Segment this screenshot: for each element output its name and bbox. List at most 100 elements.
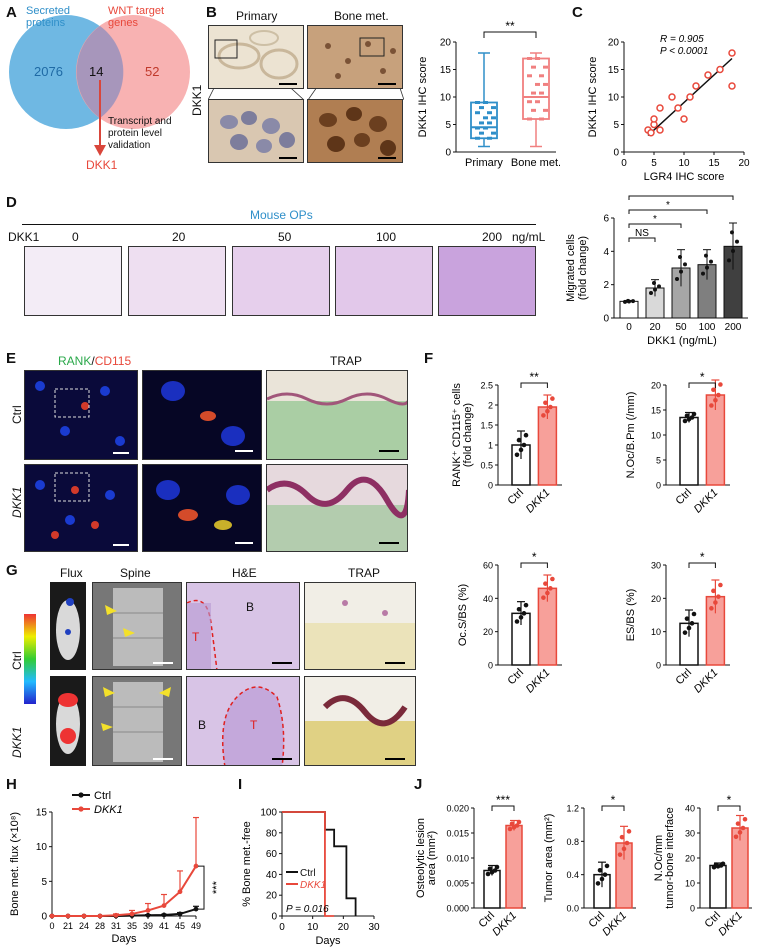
data-point [705,265,709,270]
data-point [509,821,515,827]
comparison-bracket [628,223,682,228]
tumor-mark-dkk1: T [250,718,258,732]
data-point [483,126,488,130]
data-point [595,881,601,886]
x-tick-label: 45 [175,921,185,931]
x-tick-label: 15 [708,158,720,169]
data-point [682,418,688,424]
data-point [491,116,496,120]
data-point [475,111,480,115]
x-tick-label: 35 [127,921,137,931]
row-dkk1-e: DKK1 [10,486,24,518]
bone-mark-dkk1: B [198,718,207,732]
panel-label-g: G [6,562,18,579]
significance-bracket [520,562,548,568]
venn-right-label: WNT target genes [108,5,165,29]
data-point [531,65,536,69]
scatter-point [716,65,724,74]
x-tick-label: 50 [675,322,687,333]
scatter-point [668,93,676,101]
if-dkk1-high-image [142,464,262,552]
data-point [683,262,687,267]
y-tick-label: 20 [651,594,661,604]
data-point [523,432,529,438]
chart-j-osteolytic: 0.0000.0050.0100.0150.020CtrlDKK1***Oste… [415,793,526,938]
y-tick-label: 10 [685,879,695,889]
y-tick-label: 10 [608,93,620,104]
data-point [737,830,743,835]
data-point [507,826,513,832]
venn-right-count: 52 [145,64,160,79]
venn-overlap-count: 14 [89,64,104,79]
data-point [145,912,151,918]
y-tick-label: 0 [613,148,619,159]
y-tick-label: 0 [445,148,451,159]
he-label: H&E [232,566,257,580]
panel-label-e: E [6,350,17,367]
col-primary-label: Primary [236,9,278,23]
trap-dkk1-image [266,464,408,552]
y-tick-label: 0 [41,912,47,923]
x-tick-label: 20 [649,322,661,333]
trap-dkk1-g-image [304,676,416,766]
y-axis-label: Oc.S/BS (%) [457,584,469,646]
data-point [193,906,199,912]
y-tick-label: 100 [260,808,277,819]
x-tick-label: Ctrl [506,667,527,688]
y-tick-label: 15 [608,65,620,76]
legend-label: Ctrl [300,868,316,879]
y-tick-label: 1.2 [566,804,579,814]
x-tick-label: 28 [95,921,105,931]
trap-ctrl-image [266,370,408,460]
significance-label: ** [505,20,515,33]
data-point [626,298,630,303]
conc-unit: ng/mL [512,230,546,244]
data-point [682,630,688,635]
chart-h-line: 0 5 10 15 0 21 24 28 31 35 39 41 45 49 Ctrl DKK1 *** Days… [9,790,223,945]
y-tick-label: 2 [488,401,493,411]
y-tick-label: 15 [36,808,48,819]
panel-label-i: I [238,776,243,793]
conc-200: 200 [482,230,503,244]
venn-diagram [9,15,190,156]
data-point [475,136,480,140]
data-point [97,913,103,919]
x-axis-label: Days [315,935,341,947]
trap-label-e: TRAP [330,354,363,368]
migration-image-50 [232,246,330,316]
y-tick-label: 60 [266,849,278,860]
data-point [543,400,548,406]
x-tick-label: 0 [279,922,285,933]
title-rule [22,224,536,225]
significance-label: * [727,793,732,807]
bar-ctrl [483,869,501,909]
y-tick-label: 4 [603,247,609,258]
bar-0 [619,300,639,319]
comparison-bracket [628,237,656,242]
legend-label: Ctrl [94,790,111,802]
data-point [491,131,496,135]
legend-marker [78,806,84,812]
venn-overlap [76,26,124,118]
data-point [548,586,553,591]
row-ctrl-e: Ctrl [10,405,24,424]
tumor-mark-ctrl: T [192,630,200,644]
chart-b-boxplot: 0 5 10 15 20 Primary Bone met. ** DKK1 IHC score [417,20,560,169]
significance-label: * [700,370,705,384]
data-point [539,74,544,78]
bar-ctrl [679,416,699,486]
ihc-bonemet-high-image [307,99,403,163]
flux-colorbar [24,614,36,704]
y-tick-label: 60 [483,561,493,571]
data-point [527,100,532,104]
y-axis-label: DKK1 IHC score [417,57,429,138]
scatter-point [650,115,658,123]
y-tick-label: 6 [603,214,609,225]
scatter-point [656,104,664,112]
y-tick-label: 0 [271,912,277,923]
data-point [543,65,548,69]
comparison-bracket [628,209,708,214]
y-tick-label: 1.5 [480,421,493,431]
